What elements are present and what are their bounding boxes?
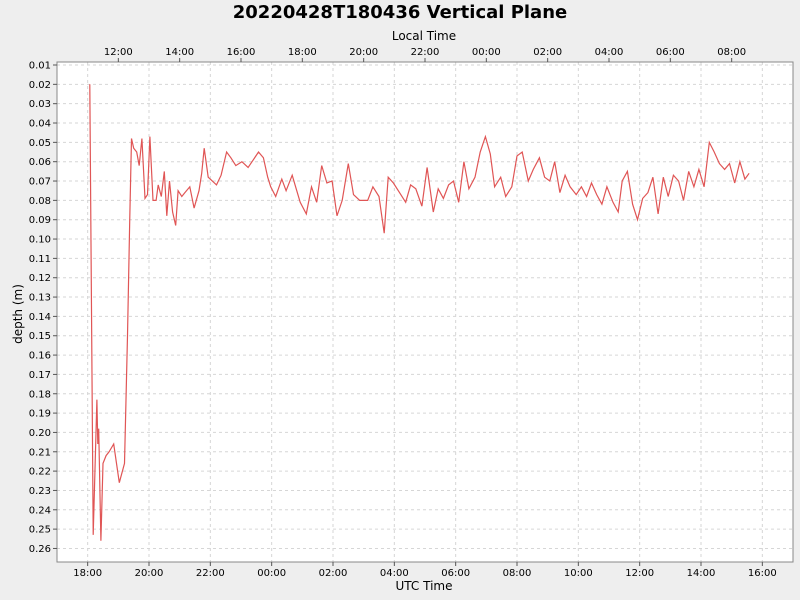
x-tick-label: 20:00 xyxy=(135,568,164,579)
x-tick-label: 04:00 xyxy=(380,568,409,579)
y-tick-label: 0.11 xyxy=(29,254,51,265)
top-tick-label: 12:00 xyxy=(104,47,133,58)
y-axis-label: depth (m) xyxy=(11,284,25,344)
y-tick-label: 0.03 xyxy=(29,99,51,110)
top-tick-label: 22:00 xyxy=(411,47,440,58)
x-tick-label: 18:00 xyxy=(73,568,102,579)
y-tick-label: 0.15 xyxy=(29,331,51,342)
top-tick-label: 08:00 xyxy=(717,47,746,58)
y-tick-label: 0.10 xyxy=(29,235,51,246)
y-tick-label: 0.04 xyxy=(29,119,51,130)
y-tick-label: 0.05 xyxy=(29,138,51,149)
y-tick-label: 0.20 xyxy=(29,428,51,439)
x-tick-label: 08:00 xyxy=(503,568,532,579)
x-axis-label: UTC Time xyxy=(396,579,453,593)
top-tick-label: 06:00 xyxy=(656,47,685,58)
plot-area xyxy=(57,62,793,562)
y-tick-label: 0.16 xyxy=(29,351,51,362)
y-tick-label: 0.21 xyxy=(29,447,51,458)
x-tick-label: 10:00 xyxy=(564,568,593,579)
x-tick-label: 16:00 xyxy=(748,568,777,579)
y-tick-label: 0.08 xyxy=(29,196,51,207)
y-tick-label: 0.02 xyxy=(29,80,51,91)
y-tick-label: 0.07 xyxy=(29,177,51,188)
x-tick-label: 06:00 xyxy=(441,568,470,579)
x-tick-label: 12:00 xyxy=(625,568,654,579)
y-tick-label: 0.23 xyxy=(29,486,51,497)
depth-series-line xyxy=(89,84,750,541)
y-tick-label: 0.17 xyxy=(29,370,51,381)
x-tick-label: 00:00 xyxy=(257,568,286,579)
top-axis-label: Local Time xyxy=(392,29,456,43)
axis-ticks: 18:00 20:00 22:00 00:00 02:00 04:00 06:00 08:00… xyxy=(29,47,777,579)
y-tick-label: 0.06 xyxy=(29,157,51,168)
top-tick-label: 20:00 xyxy=(349,47,378,58)
y-tick-label: 0.01 xyxy=(29,61,51,72)
y-tick-label: 0.13 xyxy=(29,293,51,304)
top-tick-label: 02:00 xyxy=(533,47,562,58)
top-tick-label: 04:00 xyxy=(595,47,624,58)
x-tick-label: 22:00 xyxy=(196,568,225,579)
y-tick-label: 0.19 xyxy=(29,409,51,420)
top-tick-label: 00:00 xyxy=(472,47,501,58)
y-tick-label: 0.24 xyxy=(29,505,51,516)
top-tick-label: 14:00 xyxy=(165,47,194,58)
y-tick-label: 0.12 xyxy=(29,273,51,284)
y-tick-label: 0.25 xyxy=(29,525,51,536)
y-tick-label: 0.09 xyxy=(29,215,51,226)
top-tick-label: 18:00 xyxy=(288,47,317,58)
y-tick-label: 0.14 xyxy=(29,312,51,323)
top-tick-label: 16:00 xyxy=(227,47,256,58)
y-tick-label: 0.22 xyxy=(29,467,51,478)
y-tick-label: 0.18 xyxy=(29,389,51,400)
x-tick-label: 14:00 xyxy=(687,568,716,579)
y-tick-label: 0.26 xyxy=(29,544,51,555)
chart-title: 20220428T180436 Vertical Plane xyxy=(233,2,567,23)
x-tick-label: 02:00 xyxy=(319,568,348,579)
